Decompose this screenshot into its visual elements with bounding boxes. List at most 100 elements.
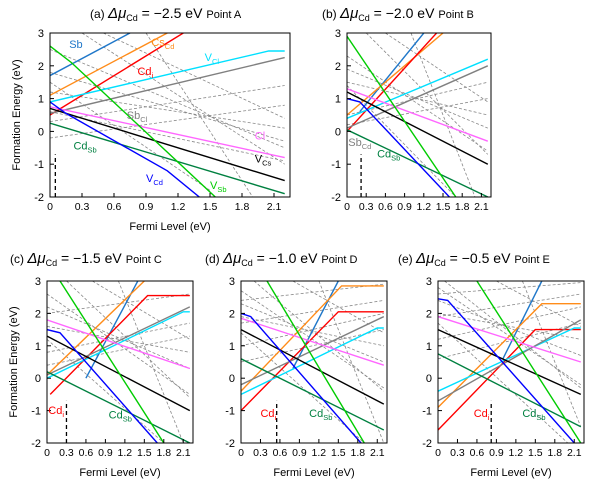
y-tick-label: -2: [31, 438, 41, 450]
delta-mu-subscript: Cd: [358, 13, 370, 23]
delta-mu-value: = −0.5 eV: [446, 250, 511, 266]
x-axis-label: Fermi Level (eV): [273, 467, 354, 479]
series-label-sub: Cd: [153, 178, 163, 187]
dashed-line: [92, 281, 191, 340]
y-tick-label: -1: [34, 159, 44, 171]
x-tick-label: 1.8: [455, 201, 470, 213]
dashed-line: [47, 339, 165, 443]
point-label: Point B: [438, 9, 473, 21]
series-label-main: Cd: [137, 66, 151, 78]
series-label-main: Cd: [109, 410, 123, 422]
x-tick-label: 1.5: [137, 447, 152, 459]
dashed-line: [50, 85, 285, 122]
series-line: [241, 311, 384, 412]
dashed-line: [50, 49, 285, 149]
y-tick-label: 0: [426, 373, 432, 385]
dashed-line: [241, 283, 384, 301]
series-label-sub: i: [152, 71, 154, 80]
dashed-line: [145, 33, 254, 197]
dashed-line: [385, 33, 489, 103]
x-tick-label: 1.8: [156, 447, 171, 459]
dashed-line: [347, 98, 488, 126]
series-label: Sb: [69, 39, 82, 51]
dashed-line: [438, 313, 581, 340]
x-tick-label: 2.1: [267, 201, 282, 213]
panel-title: (b) ΔμCd = −2.0 eV Point B: [322, 5, 474, 23]
dashed-line: [47, 335, 190, 366]
series-label-main: Cl: [255, 131, 265, 143]
series-line: [50, 50, 285, 103]
delta-mu-value: = −2.5 eV: [138, 5, 203, 21]
y-tick-label: 2: [335, 61, 341, 73]
series-label-sub: Sb: [123, 415, 132, 424]
x-tick-label: 0.6: [273, 447, 288, 459]
series-label-main: Sb: [127, 110, 140, 122]
y-tick-label: 1: [35, 341, 41, 353]
series-line: [50, 33, 131, 77]
delta-mu-subscript: Cd: [434, 258, 446, 268]
dashed-line: [241, 329, 384, 363]
dashed-line: [50, 81, 211, 191]
dashed-line: [241, 303, 384, 363]
series-line: [59, 281, 165, 443]
delta-mu-subscript: Cd: [126, 13, 138, 23]
x-tick-label: 1.8: [350, 447, 365, 459]
series-label-main: Cd: [309, 408, 323, 420]
series-label: Cdi: [48, 405, 64, 419]
series-label-main: Sb: [69, 39, 82, 51]
series-label-sub: Cd: [165, 42, 175, 51]
series-line: [438, 319, 582, 402]
x-axis-label: Fermi Level (eV): [79, 467, 160, 479]
y-tick-label: 1: [426, 341, 432, 353]
series-line: [50, 106, 285, 159]
delta-mu-value: = −1.5 eV: [57, 250, 122, 266]
series-line: [347, 35, 457, 197]
dashed-line: [47, 322, 190, 353]
y-tick-label: 0: [38, 126, 44, 138]
y-tick-label: 2: [229, 308, 235, 320]
x-tick-label: 0.3: [450, 447, 465, 459]
dashed-line: [47, 326, 190, 353]
y-tick-label: 0: [335, 126, 341, 138]
series-label: CdSb: [109, 410, 132, 424]
series-line: [347, 97, 450, 197]
series-line: [241, 327, 384, 396]
series-line: [438, 353, 582, 428]
y-tick-label: 3: [426, 276, 432, 288]
series-line: [347, 91, 489, 165]
delta-mu-subscript: Cd: [241, 258, 253, 268]
x-axis-label: Fermi Level (eV): [470, 467, 551, 479]
x-tick-label: 1.2: [416, 201, 431, 213]
x-axis-label: Fermi Level (eV): [129, 221, 210, 233]
series-label-main: V: [255, 154, 263, 166]
dashed-line: [241, 332, 365, 443]
series-line: [347, 88, 489, 142]
y-tick-label: 1: [335, 94, 341, 106]
y-tick-label: -1: [225, 406, 235, 418]
dashed-line: [347, 55, 489, 152]
series-line: [241, 285, 384, 392]
y-tick-label: 3: [38, 28, 44, 40]
series-line: [241, 317, 385, 366]
x-tick-label: 1.5: [436, 201, 451, 213]
delta-mu-symbol: Δμ: [222, 250, 241, 267]
series-label: SbCl: [127, 110, 148, 124]
plot-area: [347, 33, 489, 197]
series-line: [438, 327, 581, 392]
y-tick-label: -2: [225, 438, 235, 450]
panel-letter: (b): [322, 7, 340, 21]
x-tick-label: 1.2: [509, 447, 524, 459]
series-line: [241, 328, 385, 405]
series-label: SbCd: [348, 137, 371, 151]
x-tick-label: 0.6: [107, 201, 122, 213]
plot-frame: [346, 32, 492, 198]
series-label-sub: Cs: [262, 159, 271, 168]
x-tick-label: 2.1: [370, 447, 385, 459]
series-line: [50, 122, 285, 195]
panel-letter: (e): [398, 252, 416, 266]
delta-mu-symbol: Δμ: [107, 5, 126, 22]
series-line: [502, 281, 543, 360]
series-label-main: Cs: [151, 37, 165, 49]
